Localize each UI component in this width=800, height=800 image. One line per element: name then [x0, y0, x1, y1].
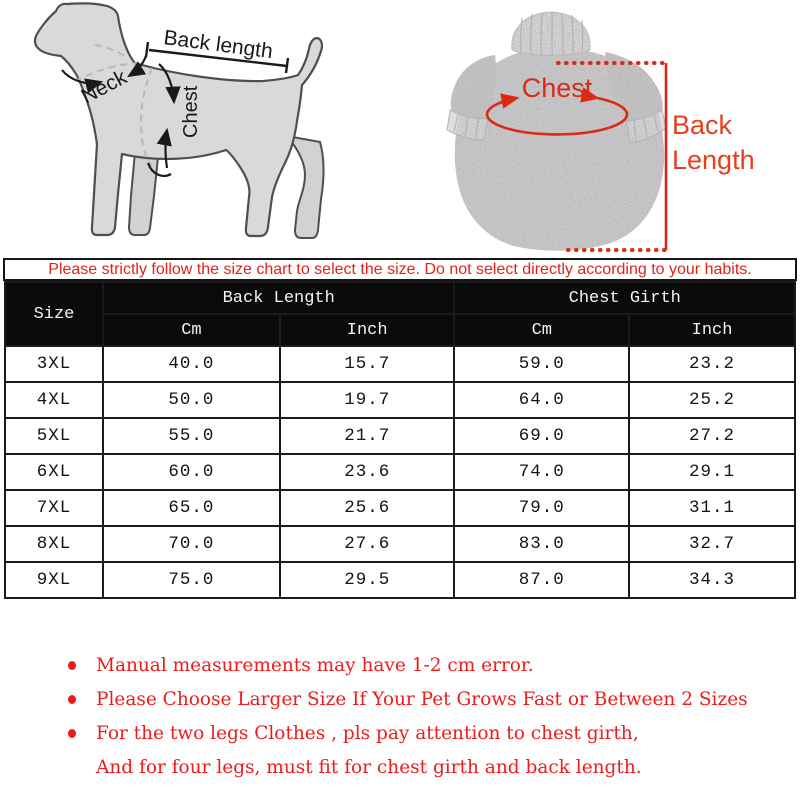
dog-far-front-leg	[127, 150, 160, 236]
dog-measure-diagram: Back length Neck Chest	[0, 0, 400, 256]
bullet-dot-icon	[68, 695, 76, 704]
cell-size: 7XL	[4, 489, 104, 527]
table-row: 5XL 55.0 21.7 69.0 27.2	[4, 417, 796, 455]
dog-silhouette	[33, 2, 324, 238]
sweater-measure-photo: Chest Back Length	[400, 0, 800, 256]
notes-section: Manual measurements may have 1-2 cm erro…	[0, 599, 800, 778]
table-row: 9XL 75.0 29.5 87.0 34.3	[4, 561, 796, 599]
note-text: For the two legs Clothes , pls pay atten…	[96, 723, 639, 744]
sweater-chest-label: Chest	[522, 73, 593, 103]
header-back-cm: Cm	[101, 313, 281, 347]
cell-size: 8XL	[4, 525, 104, 563]
header-size: Size	[4, 281, 104, 347]
header-chest-inch: Inch	[628, 313, 796, 347]
sweater-back-label: Back	[672, 110, 733, 140]
cell-chest-cm: 69.0	[453, 417, 631, 455]
table-row: 7XL 65.0 25.6 79.0 31.1	[4, 489, 796, 527]
cell-chest-inch: 31.1	[628, 489, 796, 527]
dog-far-rear-leg	[284, 134, 325, 239]
cell-chest-inch: 25.2	[628, 381, 796, 419]
size-table: Size Back Length Chest Girth Cm Inch Cm …	[4, 281, 796, 599]
size-table-header: Size Back Length Chest Girth Cm Inch Cm …	[4, 281, 796, 347]
back-length-measure-line	[144, 41, 290, 74]
cell-chest-cm: 83.0	[453, 525, 631, 563]
cell-chest-cm: 59.0	[453, 345, 631, 383]
note-item: Please Choose Larger Size If Your Pet Gr…	[68, 689, 800, 710]
cell-back-cm: 40.0	[101, 345, 281, 383]
warning-banner: Please strictly follow the size chart to…	[3, 258, 797, 281]
header-back-length: Back Length	[101, 281, 456, 315]
table-row: 3XL 40.0 15.7 59.0 23.2	[4, 345, 796, 383]
cell-back-cm: 65.0	[101, 489, 281, 527]
note-text: And for four legs, must fit for chest gi…	[96, 757, 642, 778]
sweater-fuzz-texture	[450, 12, 665, 251]
cell-chest-inch: 23.2	[628, 345, 796, 383]
cell-size: 3XL	[4, 345, 104, 383]
cell-back-inch: 21.7	[278, 417, 456, 455]
dog-chest-label: Chest	[180, 85, 202, 138]
cell-back-inch: 23.6	[278, 453, 456, 491]
note-text: Please Choose Larger Size If Your Pet Gr…	[96, 689, 748, 710]
chest-arrow-up-icon	[156, 127, 172, 169]
cell-size: 6XL	[4, 453, 104, 491]
note-item-continuation: And for four legs, must fit for chest gi…	[68, 757, 800, 778]
bullet-dot-icon	[68, 661, 76, 670]
cell-size: 4XL	[4, 381, 104, 419]
cell-back-inch: 25.6	[278, 489, 456, 527]
cell-back-cm: 75.0	[101, 561, 281, 599]
cell-chest-cm: 64.0	[453, 381, 631, 419]
cell-chest-inch: 29.1	[628, 453, 796, 491]
chest-arrow-down-icon	[158, 63, 181, 105]
note-item: For the two legs Clothes , pls pay atten…	[68, 723, 800, 744]
table-row: 4XL 50.0 19.7 64.0 25.2	[4, 381, 796, 419]
chest-loop-bottom	[146, 162, 172, 178]
cell-chest-inch: 32.7	[628, 525, 796, 563]
cell-back-inch: 15.7	[278, 345, 456, 383]
chest-girth-ellipse-arrow	[485, 87, 629, 136]
cell-size: 9XL	[4, 561, 104, 599]
dog-diagram-svg: Back length Neck Chest	[33, 2, 325, 239]
bullet-dot-icon	[68, 729, 76, 738]
cell-chest-cm: 74.0	[453, 453, 631, 491]
neck-arrow-right-icon	[127, 55, 148, 78]
note-item: Manual measurements may have 1-2 cm erro…	[68, 655, 800, 676]
table-row: 8XL 70.0 27.6 83.0 32.7	[4, 525, 796, 563]
neck-girth-dashed-line-upper	[94, 44, 129, 59]
cell-chest-cm: 79.0	[453, 489, 631, 527]
cell-back-inch: 27.6	[278, 525, 456, 563]
cell-chest-cm: 87.0	[453, 561, 631, 599]
header-chest-cm: Cm	[453, 313, 631, 347]
neck-arrow-left-icon	[61, 69, 104, 94]
cell-chest-inch: 34.3	[628, 561, 796, 599]
cell-back-inch: 29.5	[278, 561, 456, 599]
sweater-length-label: Length	[672, 145, 755, 175]
header-back-inch: Inch	[278, 313, 456, 347]
cell-back-cm: 55.0	[101, 417, 281, 455]
note-text: Manual measurements may have 1-2 cm erro…	[96, 655, 534, 676]
measure-diagrams-row: Back length Neck Chest	[0, 0, 800, 256]
cell-chest-inch: 27.2	[628, 417, 796, 455]
table-row: 6XL 60.0 23.6 74.0 29.1	[4, 453, 796, 491]
header-chest-girth: Chest Girth	[453, 281, 796, 315]
cell-back-inch: 19.7	[278, 381, 456, 419]
sweater-photo-svg: Chest Back Length	[446, 11, 755, 252]
cell-size: 5XL	[4, 417, 104, 455]
cell-back-cm: 50.0	[101, 381, 281, 419]
cell-back-cm: 70.0	[101, 525, 281, 563]
cell-back-cm: 60.0	[101, 453, 281, 491]
